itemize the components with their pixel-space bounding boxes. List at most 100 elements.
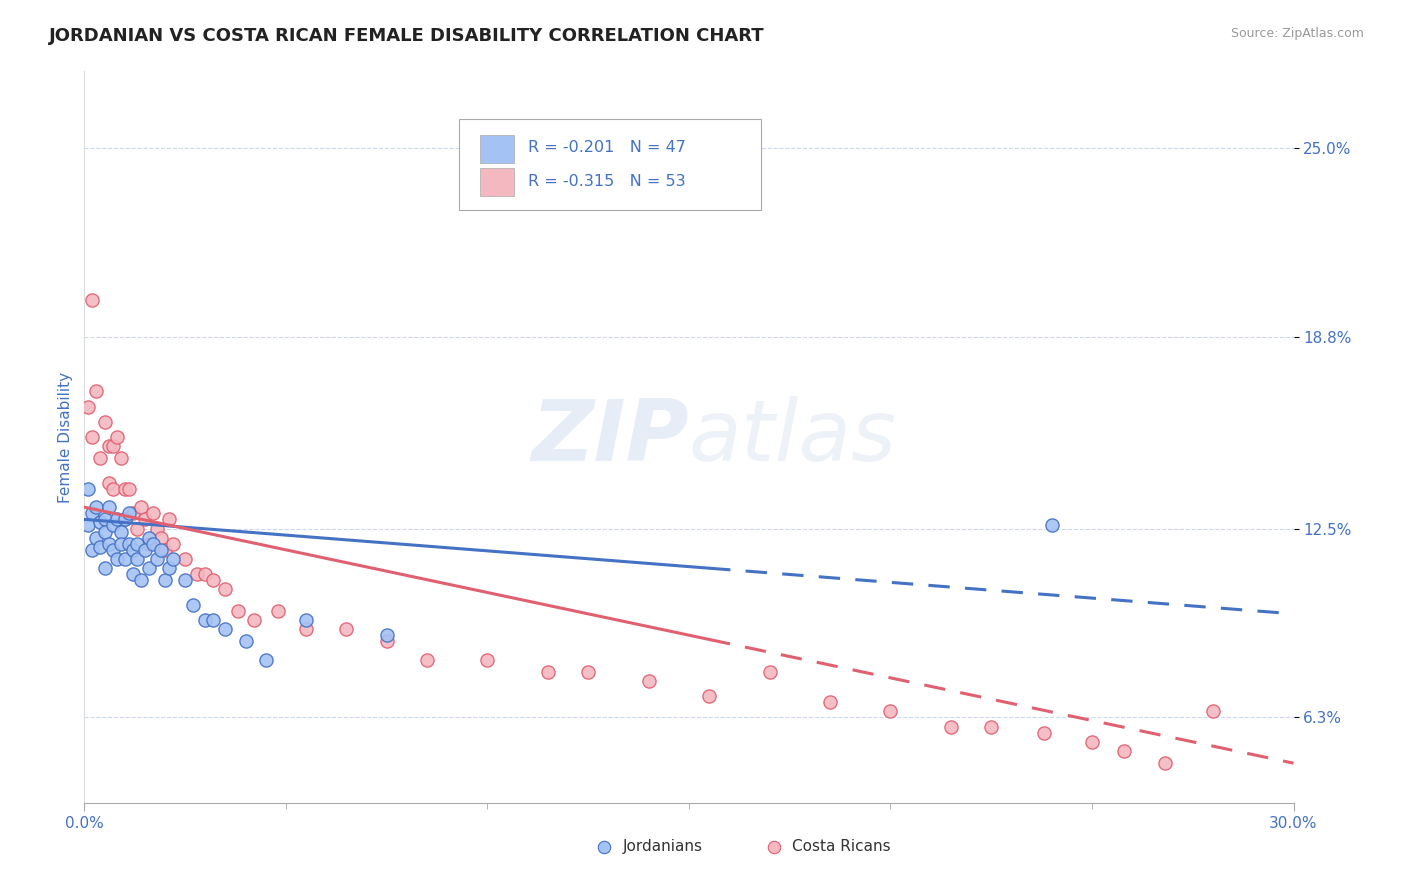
Point [97, 500, 120, 515]
Text: R = -0.315   N = 53: R = -0.315 N = 53 [529, 174, 686, 189]
Point [82, 430, 104, 444]
Point [157, 512, 180, 526]
Point [125, 521, 148, 535]
Text: Costa Ricans: Costa Ricans [792, 839, 890, 855]
Point [758, 665, 780, 679]
Point [235, 634, 257, 648]
Point [125, 552, 148, 566]
Point [134, 542, 156, 557]
Point [242, 613, 264, 627]
Point [105, 430, 128, 444]
Point [576, 665, 599, 679]
Point [114, 512, 136, 526]
Point [1114, 744, 1136, 758]
Text: JORDANIAN VS COSTA RICAN FEMALE DISABILITY CORRELATION CHART: JORDANIAN VS COSTA RICAN FEMALE DISABILI… [49, 27, 765, 45]
Point [477, 652, 499, 666]
Point [146, 521, 169, 535]
Point [416, 652, 439, 666]
Point [295, 622, 318, 636]
Point [879, 705, 901, 719]
Point [121, 567, 143, 582]
Point [110, 451, 132, 466]
Point [77, 400, 100, 414]
Point [93, 512, 115, 526]
Point [1040, 518, 1063, 533]
Point [375, 628, 398, 642]
Point [142, 537, 165, 551]
Point [77, 482, 100, 496]
Point [101, 482, 124, 496]
Point [114, 552, 136, 566]
Point [101, 439, 124, 453]
Point [202, 613, 225, 627]
Point [105, 512, 128, 526]
Point [146, 552, 169, 566]
Point [118, 506, 141, 520]
Point [1153, 756, 1175, 771]
Point [82, 293, 104, 307]
Point [174, 552, 197, 566]
Point [335, 622, 357, 636]
Point [97, 537, 120, 551]
Bar [479, 168, 513, 195]
Point [818, 695, 841, 709]
Point [157, 561, 180, 575]
Point [134, 512, 156, 526]
Point [118, 537, 141, 551]
Point [129, 500, 152, 515]
Point [153, 542, 176, 557]
Point [174, 574, 197, 588]
Point [86, 500, 108, 515]
Point [93, 524, 115, 539]
Point [226, 604, 249, 618]
Point [254, 652, 277, 666]
Text: Jordanians: Jordanians [623, 839, 703, 855]
Point [93, 415, 115, 429]
Point [89, 451, 111, 466]
Point [77, 518, 100, 533]
Point [138, 531, 160, 545]
Point [142, 506, 165, 520]
Point [162, 552, 184, 566]
Point [537, 665, 560, 679]
Point [82, 506, 104, 520]
Point [82, 542, 104, 557]
FancyBboxPatch shape [460, 119, 762, 211]
Point [149, 531, 172, 545]
Point [101, 518, 124, 533]
Text: R = -0.201   N = 47: R = -0.201 N = 47 [529, 140, 686, 155]
Point [129, 574, 152, 588]
Text: Source: ZipAtlas.com: Source: ZipAtlas.com [1230, 27, 1364, 40]
Point [121, 542, 143, 557]
Point [267, 604, 290, 618]
Point [637, 673, 659, 688]
Point [138, 537, 160, 551]
Point [93, 561, 115, 575]
Text: ZIP: ZIP [531, 395, 689, 479]
Point [121, 506, 143, 520]
Point [138, 561, 160, 575]
Point [181, 598, 204, 612]
Point [86, 384, 108, 399]
Point [89, 540, 111, 554]
Point [1032, 725, 1054, 739]
Point [162, 537, 184, 551]
Point [375, 634, 398, 648]
Point [149, 542, 172, 557]
Point [125, 537, 148, 551]
Point [97, 475, 120, 490]
Point [118, 482, 141, 496]
Point [153, 574, 176, 588]
Point [194, 567, 217, 582]
Point [939, 720, 962, 734]
Point [214, 622, 236, 636]
Text: atlas: atlas [689, 395, 897, 479]
Point [110, 537, 132, 551]
Point [86, 531, 108, 545]
Point [1202, 705, 1225, 719]
Point [101, 542, 124, 557]
Bar [479, 135, 513, 163]
Point [110, 524, 132, 539]
Point [186, 567, 208, 582]
Point [697, 689, 720, 703]
